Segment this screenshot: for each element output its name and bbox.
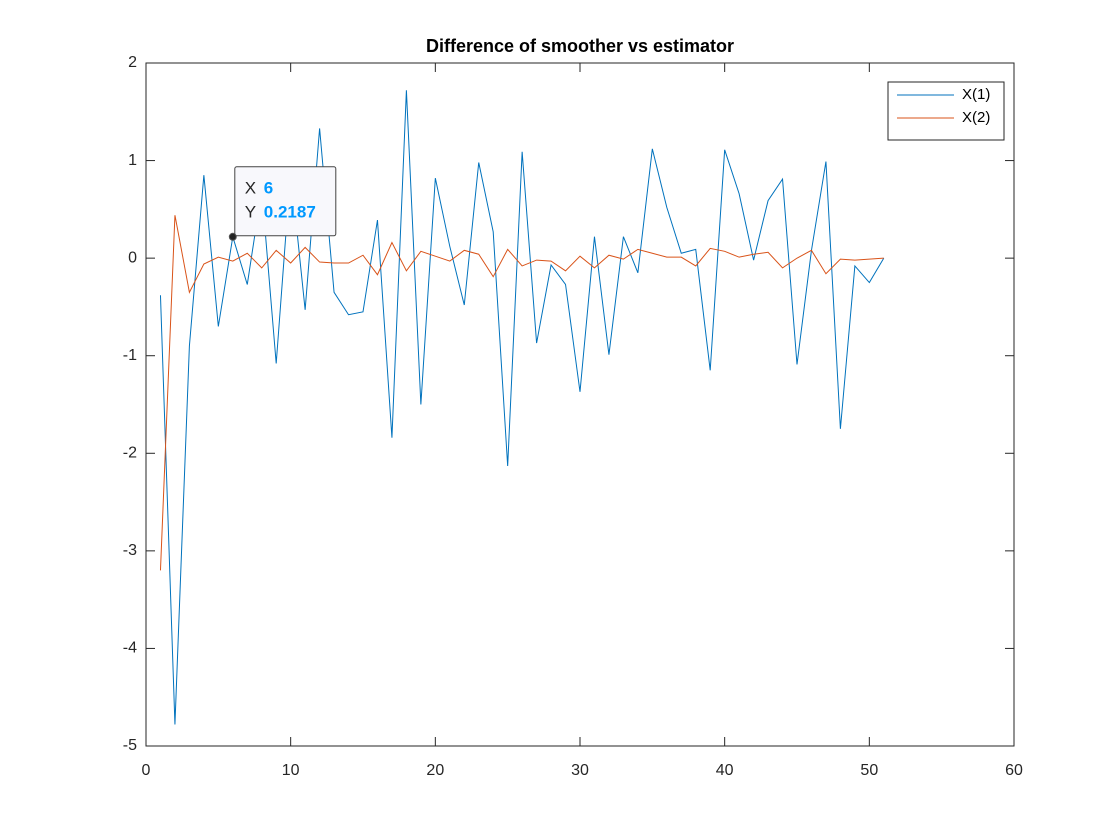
datatip-y-value: 0.2187 bbox=[264, 202, 316, 221]
x-tick-label: 50 bbox=[860, 762, 878, 779]
series-line bbox=[159, 215, 884, 571]
datatip-box bbox=[234, 166, 337, 237]
y-tick-label: 2 bbox=[128, 54, 137, 71]
datatip: X 6Y 0.2187 bbox=[234, 166, 337, 237]
y-tick-label: 1 bbox=[128, 152, 137, 169]
y-tick-label: -2 bbox=[123, 445, 137, 462]
x-tick-label: 30 bbox=[571, 762, 589, 779]
chart-title: Difference of smoother vs estimator bbox=[426, 36, 734, 56]
y-tick-label: -3 bbox=[123, 542, 137, 559]
legend-label: X(2) bbox=[962, 109, 990, 126]
plot-area bbox=[145, 62, 1015, 747]
datatip-x-value: 6 bbox=[264, 178, 273, 197]
datatip-x-label: X bbox=[245, 178, 256, 197]
series-line bbox=[159, 90, 885, 725]
y-tick-label: -4 bbox=[123, 640, 137, 657]
legend-box bbox=[887, 81, 1005, 141]
x-tick-label: 10 bbox=[282, 762, 300, 779]
x-tick-label: 40 bbox=[716, 762, 734, 779]
y-tick-label: 0 bbox=[128, 249, 137, 266]
x-tick-label: 60 bbox=[1005, 762, 1023, 779]
y-tick-label: -5 bbox=[123, 737, 137, 754]
datatip-marker bbox=[228, 232, 237, 241]
x-tick-label: 0 bbox=[142, 762, 151, 779]
legend-label: X(1) bbox=[962, 86, 990, 103]
x-tick-label: 20 bbox=[426, 762, 444, 779]
datatip-y-label: Y bbox=[245, 202, 256, 221]
y-tick-label: -1 bbox=[123, 347, 137, 364]
